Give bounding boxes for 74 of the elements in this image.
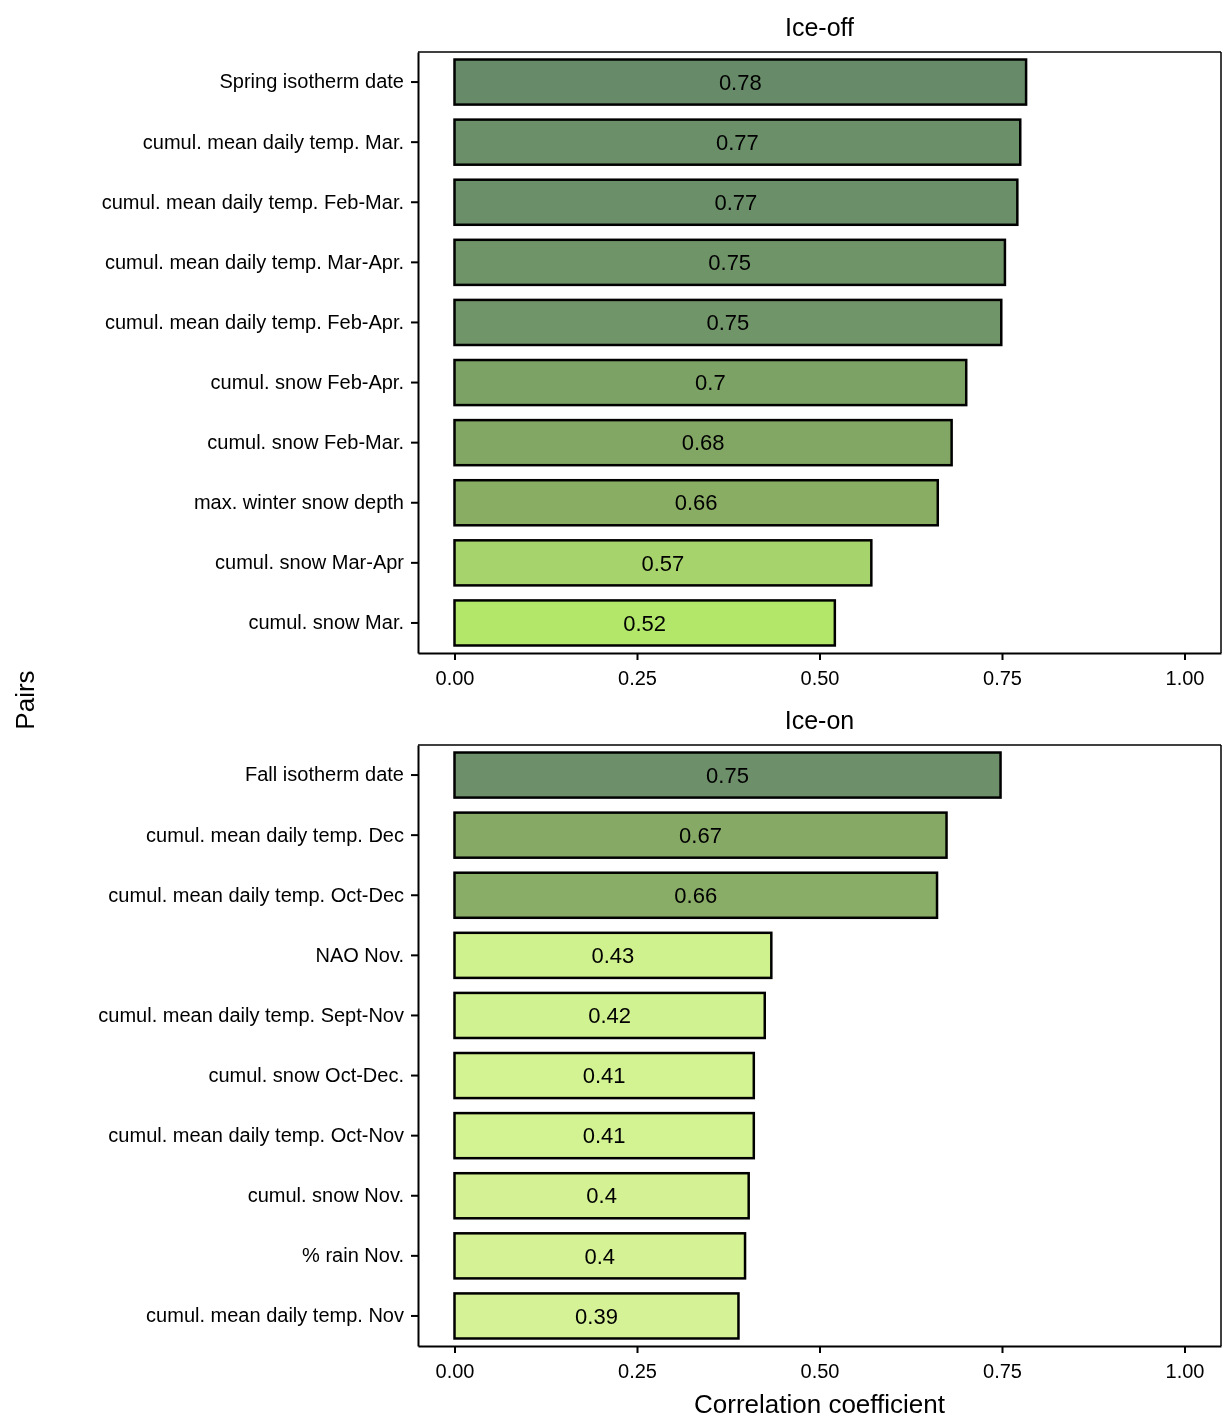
- x-tick-label: 0.25: [618, 667, 657, 689]
- bar: [453, 1111, 756, 1160]
- x-tick-label: 0.00: [435, 667, 475, 689]
- data-label: 0.77: [714, 189, 758, 215]
- y-tick-label: cumul. mean daily temp. Feb-Mar.: [101, 190, 404, 213]
- x-tick-label: 0.75: [983, 667, 1022, 689]
- data-label: 0.77: [715, 129, 759, 155]
- y-tick-label: cumul. snow Mar-Apr: [215, 551, 405, 574]
- data-label: 0.75: [708, 250, 752, 276]
- bar: [453, 599, 837, 647]
- data-label: 0.41: [582, 1123, 626, 1149]
- data-label: 0.66: [674, 882, 718, 908]
- y-tick-label: cumul. snow Oct-Dec.: [208, 1063, 404, 1086]
- x-tick-label: 1.00: [1165, 1360, 1205, 1382]
- data-label: 0.39: [575, 1303, 618, 1329]
- x-tick-label: 0.00: [435, 1360, 475, 1382]
- data-label: 0.4: [586, 1183, 617, 1209]
- y-tick-label: cumul. snow Nov.: [247, 1184, 404, 1207]
- y-tick-label: cumul. mean daily temp. Nov: [146, 1304, 404, 1327]
- y-tick-label: cumul. mean daily temp. Oct-Dec: [108, 883, 404, 906]
- y-tick-label: cumul. mean daily temp. Mar-Apr.: [105, 250, 404, 273]
- bar: [453, 298, 1003, 347]
- bar: [453, 539, 873, 587]
- data-label: 0.68: [681, 430, 725, 456]
- y-tick-label: Spring isotherm date: [219, 70, 404, 93]
- chart-title: Ice-off: [784, 13, 855, 41]
- data-label: 0.67: [679, 822, 722, 848]
- y-tick-label: cumul. snow Mar.: [248, 611, 404, 634]
- bar: [453, 478, 940, 527]
- data-label: 0.4: [584, 1243, 616, 1269]
- bar: [453, 178, 1019, 227]
- bar: [453, 418, 953, 467]
- bar: [453, 1232, 747, 1280]
- y-tick-label: cumul. mean daily temp. Feb-Apr.: [104, 310, 404, 333]
- data-label: 0.75: [706, 310, 750, 336]
- bar: [453, 58, 1028, 106]
- bar: [453, 811, 948, 859]
- y-tick-label: % rain Nov.: [302, 1244, 404, 1267]
- x-tick-label: 0.25: [618, 1360, 657, 1382]
- data-label: 0.78: [718, 69, 762, 95]
- y-tick-label: cumul. snow Feb-Apr.: [210, 370, 404, 393]
- x-axis-title: Correlation coefficient: [694, 1389, 946, 1418]
- y-tick-label: NAO Nov.: [315, 943, 404, 966]
- bar: [453, 238, 1007, 287]
- bar: [453, 1051, 756, 1100]
- x-tick-label: 0.50: [800, 1360, 840, 1382]
- y-tick-label: cumul. mean daily temp. Mar.: [142, 130, 404, 153]
- bar: [453, 931, 773, 980]
- bar: [453, 751, 1002, 799]
- data-label: 0.42: [588, 1003, 632, 1029]
- x-tick-label: 0.75: [983, 1360, 1022, 1382]
- data-label: 0.52: [623, 610, 667, 636]
- data-label: 0.43: [591, 943, 635, 969]
- bar: [453, 871, 939, 920]
- y-tick-label: cumul. mean daily temp. Sept-Nov: [98, 1003, 404, 1026]
- y-tick-label: cumul. mean daily temp. Dec: [146, 823, 404, 846]
- bar: [453, 118, 1022, 166]
- y-tick-label: cumul. snow Feb-Mar.: [207, 431, 404, 454]
- data-label: 0.66: [674, 490, 718, 516]
- chart-title: Ice-on: [784, 706, 855, 734]
- bar: [453, 358, 968, 407]
- y-tick-label: cumul. mean daily temp. Oct-Nov: [108, 1124, 404, 1147]
- x-tick-label: 0.50: [800, 667, 840, 689]
- data-label: 0.57: [641, 550, 685, 576]
- bar: [453, 1292, 740, 1340]
- y-axis-title: Pairs: [10, 670, 40, 730]
- data-label: 0.75: [706, 762, 749, 788]
- y-tick-label: max. winter snow depth: [193, 491, 404, 514]
- bar: [453, 991, 766, 1040]
- y-tick-label: Fall isotherm date: [245, 763, 404, 786]
- data-label: 0.7: [695, 370, 726, 396]
- data-label: 0.41: [582, 1063, 626, 1089]
- x-tick-label: 1.00: [1165, 667, 1205, 689]
- bar: [453, 1171, 750, 1220]
